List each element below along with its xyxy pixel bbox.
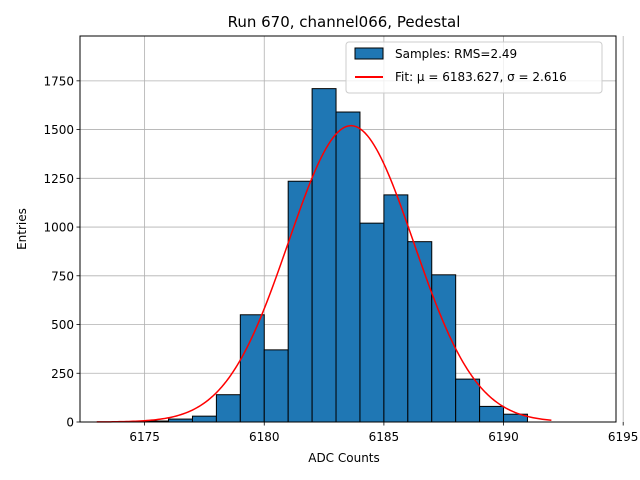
histogram-bar <box>407 241 433 423</box>
legend-label-histogram: Samples: RMS=2.49 <box>395 47 517 61</box>
histogram-bar <box>359 222 385 423</box>
x-tick-label: 6180 <box>249 430 280 444</box>
x-tick-label: 6195 <box>608 430 639 444</box>
legend-box <box>345 41 603 94</box>
histogram-bar <box>455 378 481 423</box>
histogram-bar <box>263 349 289 423</box>
y-tick-label: 1250 <box>43 172 74 186</box>
histogram-bar <box>287 180 313 423</box>
histogram-bar <box>239 314 265 423</box>
x-tick-label: 6185 <box>369 430 400 444</box>
y-tick-label: 500 <box>51 318 74 332</box>
y-tick-label: 1000 <box>43 221 74 235</box>
legend-swatch-histogram <box>354 47 384 60</box>
y-tick-label: 1500 <box>43 123 74 137</box>
legend: Samples: RMS=2.49 Fit: μ = 6183.627, σ =… <box>345 41 603 94</box>
histogram-bar <box>191 415 217 423</box>
histogram-bar <box>383 194 409 423</box>
y-axis-label: Entries <box>15 208 29 250</box>
y-tick-label: 1750 <box>43 74 74 88</box>
gaussian-fit-curve <box>96 124 552 423</box>
histogram-bar <box>431 274 457 423</box>
chart-title: Run 670, channel066, Pedestal <box>228 13 461 31</box>
x-tick-label: 6175 <box>129 430 160 444</box>
y-axis-ticks: 0 250 500 750 1000 1250 1500 1750 <box>43 74 80 430</box>
y-tick-label: 0 <box>66 416 74 430</box>
x-axis-label: ADC Counts <box>308 451 380 465</box>
histogram-bar <box>335 111 361 423</box>
x-axis-ticks: 6175 6180 6185 6190 6195 <box>129 422 638 444</box>
y-tick-label: 250 <box>51 367 74 381</box>
histogram-bar <box>479 405 505 423</box>
plot-frame <box>79 35 617 423</box>
y-tick-label: 750 <box>51 269 74 283</box>
legend-label-fit: Fit: μ = 6183.627, σ = 2.616 <box>395 70 567 84</box>
x-tick-label: 6190 <box>488 430 519 444</box>
histogram-bar <box>215 394 241 423</box>
